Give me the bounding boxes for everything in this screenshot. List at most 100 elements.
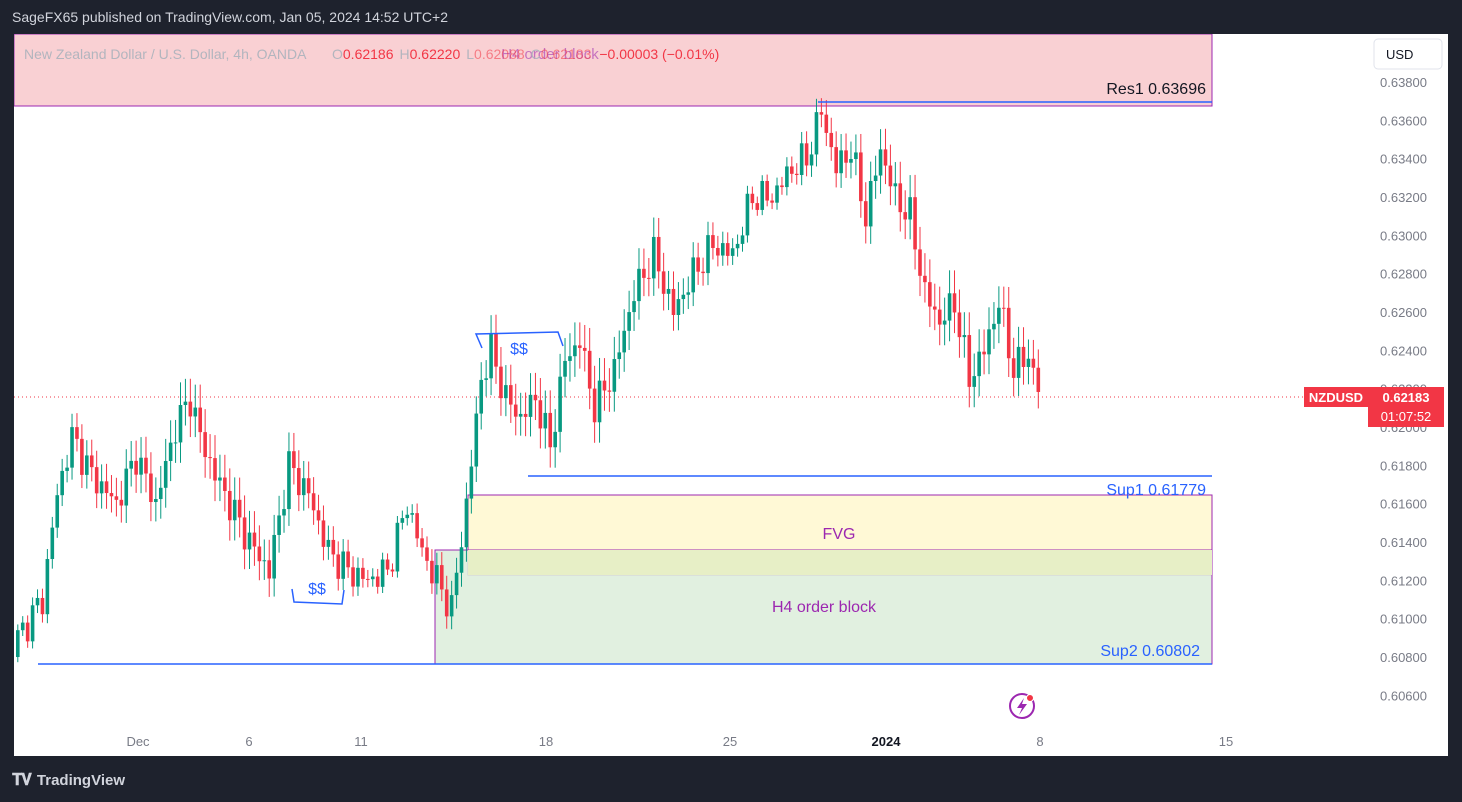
candle-bearish <box>385 559 390 570</box>
candle-bearish <box>119 499 124 506</box>
candle-bullish <box>129 460 133 469</box>
candle-bullish <box>272 534 276 579</box>
chart-panel[interactable]: 0.63800 0.63600 0.63400 0.63200 0.63000 0.628… <box>13 33 1448 756</box>
candle-bullish <box>405 514 410 519</box>
candle-bearish <box>80 438 84 475</box>
candle-bullish <box>489 333 493 379</box>
candle-bearish <box>390 569 395 572</box>
candle-bullish <box>632 301 636 313</box>
candle-bullish <box>686 292 691 295</box>
candle-bearish <box>538 400 543 429</box>
candle-bullish <box>232 499 237 521</box>
candle-bullish <box>20 622 25 631</box>
candle-bearish <box>863 201 868 227</box>
price-tick-label: 0.62800 <box>1380 267 1427 282</box>
candle-bearish <box>592 388 597 423</box>
currency-button[interactable]: USD <box>1373 38 1443 70</box>
candle-bullish <box>139 457 143 475</box>
candle-bullish <box>622 330 626 353</box>
price-tick-label: 0.61600 <box>1380 497 1427 512</box>
candle-bullish <box>178 405 183 443</box>
candle-bullish <box>568 356 572 361</box>
candle-bullish <box>163 460 168 488</box>
candle-bearish <box>716 247 720 256</box>
candle-bullish <box>908 197 912 220</box>
publisher-bar: SageFX65 published on TradingView.com, J… <box>0 0 1462 34</box>
candle-bearish <box>375 576 380 587</box>
candle-bearish <box>725 243 730 256</box>
candle-bearish <box>425 547 429 561</box>
candle-bullish <box>617 352 622 360</box>
candle-bearish <box>582 347 587 351</box>
liquidity-low-line[interactable] <box>291 588 345 605</box>
candle-bearish <box>982 351 986 355</box>
candle-bearish <box>346 551 350 568</box>
candle-bearish <box>430 560 434 584</box>
candle-bearish <box>351 567 355 587</box>
legend-c-value: 0.62183 <box>541 46 592 62</box>
candle-bullish <box>849 159 853 163</box>
candle-bearish <box>701 271 705 274</box>
candle-bearish <box>780 185 784 188</box>
candle-bullish <box>573 345 577 357</box>
candle-bullish <box>992 323 996 330</box>
candle-bearish <box>509 385 513 405</box>
h4-order-block-label: H4 order block <box>772 599 877 616</box>
candle-bullish <box>45 559 50 615</box>
candle-bullish <box>597 380 602 423</box>
candle-bullish <box>720 243 725 256</box>
candle-bullish <box>400 518 405 523</box>
candle-bearish <box>913 197 917 250</box>
candle-bullish <box>854 152 858 160</box>
sup2-label: Sup2 0.60802 <box>1100 643 1200 660</box>
candle-bullish <box>735 243 740 249</box>
candle-bearish <box>1006 307 1011 359</box>
legend-change: −0.00003 (−0.01%) <box>599 46 719 62</box>
top-zone-label: H4 order block <box>501 46 599 63</box>
candle-bullish <box>158 487 163 500</box>
candle-bullish <box>775 185 779 203</box>
candle-bearish <box>227 490 232 521</box>
liquidity-low-label: $$ <box>308 581 326 598</box>
candle-bullish <box>868 181 873 227</box>
candle-bearish <box>311 493 316 511</box>
candle-bullish <box>799 143 804 175</box>
liquidity-high-line[interactable] <box>474 331 564 349</box>
lightning-icon[interactable] <box>1009 693 1035 719</box>
candle-bearish <box>321 520 326 547</box>
candle-bullish <box>681 294 686 300</box>
candle-bearish <box>1011 358 1016 378</box>
candle-bullish <box>740 235 745 244</box>
candle-bullish <box>474 413 479 467</box>
candle-bullish <box>809 154 814 166</box>
price-chart[interactable]: 0.63800 0.63600 0.63400 0.63200 0.63000 0.628… <box>13 33 1448 756</box>
candle-bearish <box>242 517 247 550</box>
candle-bullish <box>676 299 681 315</box>
top-order-block-zone[interactable] <box>13 33 1213 107</box>
legend-l-label: L <box>466 46 474 62</box>
time-tick-label: Dec <box>126 734 150 749</box>
footer-brand: TradingView <box>36 771 126 789</box>
candle-bullish <box>730 248 735 256</box>
candle-bearish <box>952 293 957 313</box>
candle-bearish <box>671 288 676 315</box>
candle-bearish <box>104 481 109 494</box>
time-tick-label: 15 <box>1219 734 1233 749</box>
candle-bearish <box>765 180 769 201</box>
ticker-price-label: NZDUSD 0.62183 01:07:52 <box>1304 387 1444 427</box>
candle-bearish <box>607 390 612 392</box>
candle-bullish <box>553 431 557 448</box>
footer: 𝐓𝐕 TradingView <box>12 766 125 794</box>
candle-bullish <box>154 499 158 503</box>
candle-bullish <box>558 376 562 432</box>
candle-bullish <box>301 478 306 496</box>
candle-bearish <box>252 532 257 547</box>
candle-bearish <box>770 200 774 203</box>
candle-bearish <box>75 427 79 439</box>
candle-bullish <box>464 498 469 548</box>
candle-bullish <box>484 378 488 380</box>
candle-bearish <box>829 132 834 148</box>
symbol-legend[interactable]: New Zealand Dollar / U.S. Dollar, 4h, OA… <box>24 46 719 62</box>
candle-bullish <box>878 149 883 176</box>
candle-bearish <box>923 275 927 283</box>
